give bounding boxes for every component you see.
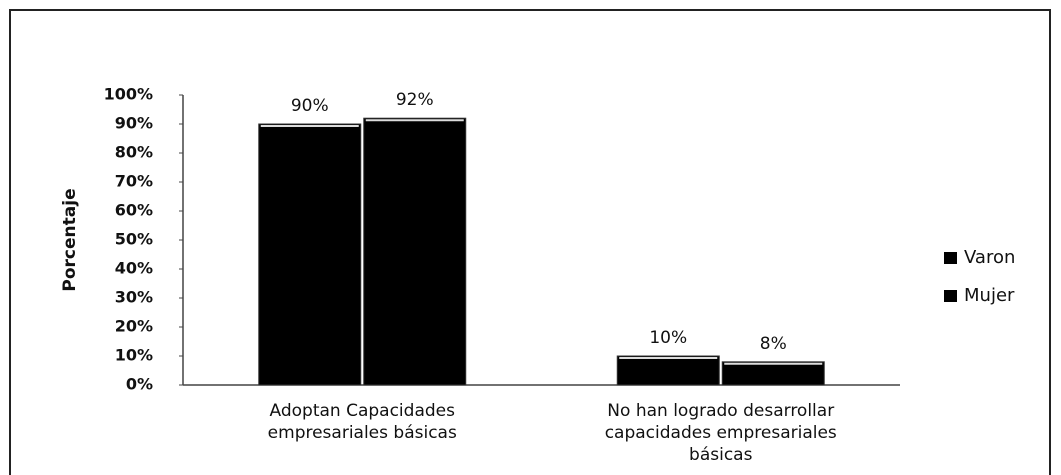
legend-swatch: [944, 290, 957, 302]
y-tick-label: 50%: [115, 230, 153, 249]
y-tick-label: 20%: [115, 317, 153, 336]
y-axis-label: Porcentaje: [60, 188, 80, 291]
data-label: 10%: [649, 328, 687, 348]
data-label: 8%: [760, 334, 787, 354]
data-label: 92%: [396, 90, 434, 110]
x-tick-label: Adoptan Capacidades empresariales básica…: [267, 401, 457, 443]
bar: [721, 361, 825, 386]
y-tick-label: 90%: [115, 114, 153, 133]
legend-label: Varon: [964, 247, 1015, 268]
y-tick-label: 10%: [115, 346, 153, 365]
y-tick-label: 80%: [115, 143, 153, 162]
data-label: 90%: [291, 96, 329, 116]
y-tick-label: 100%: [104, 85, 153, 104]
y-tick-label: 0%: [126, 375, 153, 394]
bar: [616, 355, 720, 386]
chart-border: [9, 9, 1051, 475]
y-tick-label: 70%: [115, 172, 153, 191]
legend-swatch: [944, 252, 957, 264]
bar: [258, 123, 362, 386]
y-tick-label: 30%: [115, 288, 153, 307]
y-tick-label: 60%: [115, 201, 153, 220]
y-tick-label: 40%: [115, 259, 153, 278]
x-tick-label: No han logrado desarrollar capacidades e…: [604, 401, 837, 465]
bar: [363, 117, 467, 386]
legend-label: Mujer: [964, 285, 1015, 306]
